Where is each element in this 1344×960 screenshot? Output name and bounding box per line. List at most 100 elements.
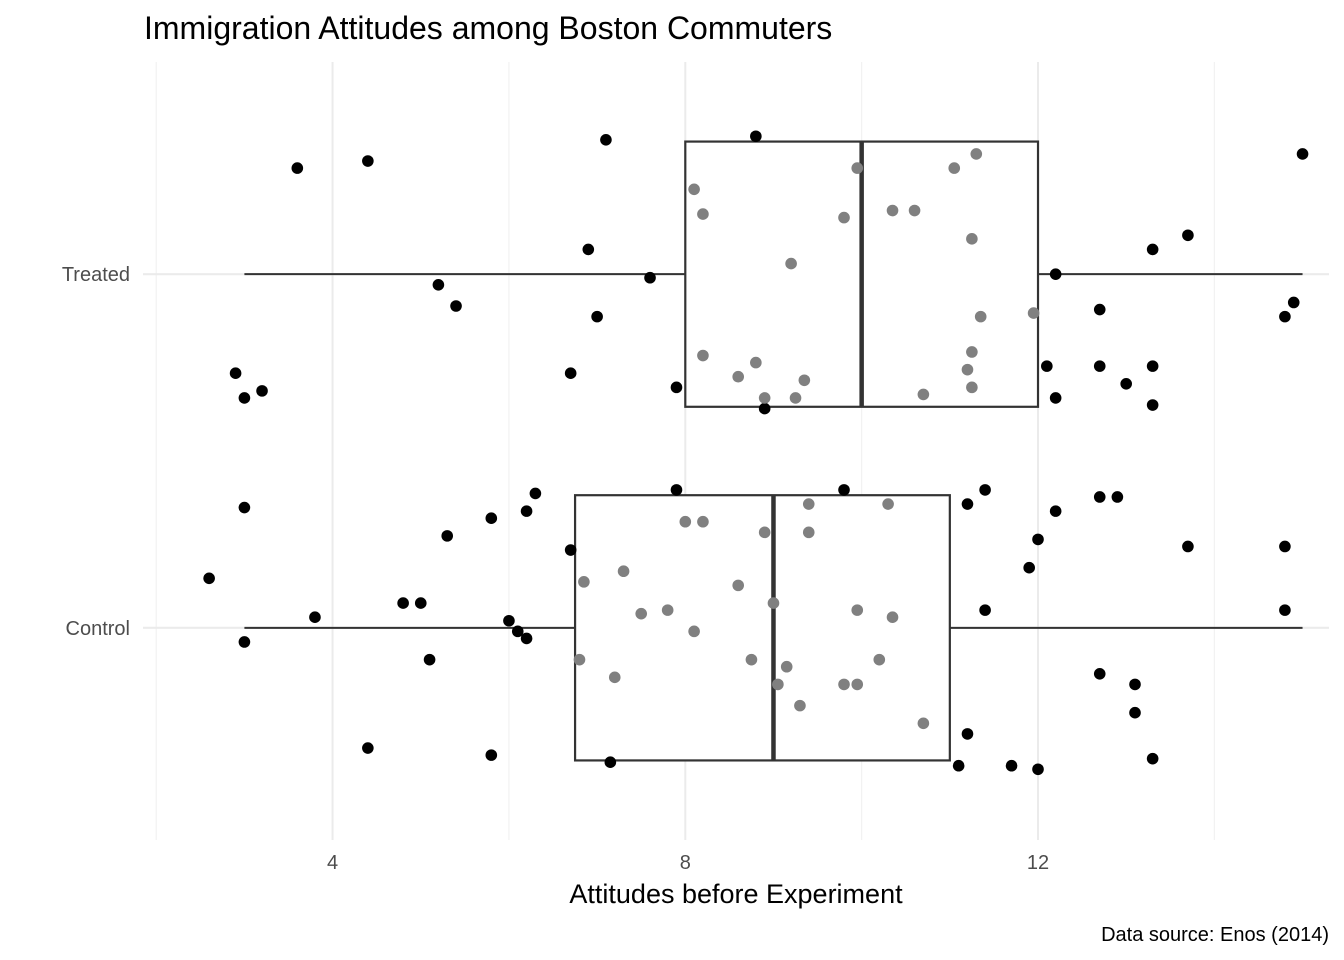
data-point bbox=[1032, 763, 1044, 776]
data-point bbox=[1049, 505, 1062, 517]
data-point bbox=[661, 604, 674, 616]
data-point bbox=[635, 607, 648, 620]
data-point bbox=[873, 653, 886, 666]
data-point bbox=[1120, 378, 1132, 390]
data-point bbox=[229, 367, 242, 380]
data-point bbox=[1182, 229, 1194, 242]
data-point bbox=[1093, 667, 1106, 680]
data-point bbox=[758, 392, 771, 404]
data-point bbox=[732, 370, 745, 383]
data-point bbox=[948, 162, 961, 174]
data-point bbox=[238, 392, 251, 404]
box-layer bbox=[244, 140, 1303, 762]
data-point bbox=[838, 678, 850, 691]
data-point bbox=[961, 498, 974, 510]
data-point bbox=[697, 208, 709, 220]
data-point bbox=[503, 614, 515, 627]
data-point bbox=[952, 759, 965, 772]
data-point bbox=[794, 699, 806, 712]
data-point bbox=[520, 505, 533, 517]
data-point bbox=[291, 162, 304, 174]
data-point bbox=[441, 530, 454, 542]
data-point bbox=[732, 579, 745, 592]
box-iqr bbox=[573, 494, 951, 762]
data-point bbox=[838, 484, 850, 496]
data-point bbox=[423, 653, 436, 666]
data-point bbox=[780, 660, 793, 673]
data-point bbox=[485, 512, 498, 524]
data-point bbox=[203, 572, 215, 585]
data-point bbox=[309, 611, 321, 624]
data-point bbox=[564, 367, 577, 380]
data-point bbox=[1049, 392, 1062, 404]
data-point bbox=[758, 402, 771, 415]
data-point bbox=[1093, 303, 1106, 316]
data-point bbox=[745, 653, 758, 666]
data-point bbox=[511, 625, 524, 638]
data-point bbox=[1023, 561, 1035, 574]
y-tick-label: Treated bbox=[62, 264, 130, 286]
data-point bbox=[1279, 310, 1291, 323]
data-point bbox=[1041, 360, 1053, 372]
data-point bbox=[961, 728, 974, 740]
data-point bbox=[520, 632, 533, 645]
tick-labels: 4 8 12 Control Treated bbox=[62, 264, 1049, 874]
data-point bbox=[908, 204, 921, 217]
data-point bbox=[578, 576, 590, 588]
data-point bbox=[966, 381, 978, 394]
data-point bbox=[582, 243, 595, 256]
data-point bbox=[238, 501, 251, 514]
data-point bbox=[966, 233, 978, 245]
data-point bbox=[851, 604, 864, 616]
x-axis-title: Attitudes before Experiment bbox=[569, 879, 903, 909]
data-point bbox=[414, 597, 427, 609]
data-point bbox=[838, 211, 850, 224]
x-tick-label: 12 bbox=[1027, 852, 1049, 874]
data-point bbox=[238, 636, 251, 648]
data-point bbox=[1287, 296, 1300, 309]
data-point bbox=[670, 484, 683, 496]
data-point bbox=[970, 148, 983, 160]
data-point bbox=[772, 678, 784, 691]
data-point bbox=[1279, 604, 1291, 616]
data-point bbox=[608, 671, 621, 684]
data-point bbox=[432, 278, 445, 291]
data-points bbox=[203, 130, 1309, 776]
data-point bbox=[1005, 759, 1018, 772]
data-point bbox=[604, 756, 617, 768]
data-point bbox=[789, 392, 802, 404]
data-point bbox=[688, 183, 700, 196]
data-point bbox=[750, 356, 762, 369]
data-point bbox=[1027, 307, 1040, 319]
data-point bbox=[886, 204, 899, 217]
data-point bbox=[485, 749, 498, 761]
data-point bbox=[1146, 399, 1159, 411]
data-point bbox=[979, 604, 991, 616]
data-point bbox=[362, 742, 374, 754]
data-point bbox=[1111, 491, 1124, 503]
data-point bbox=[882, 498, 894, 510]
data-point bbox=[966, 346, 978, 358]
data-point bbox=[974, 310, 987, 323]
data-point bbox=[362, 155, 374, 167]
data-point bbox=[644, 271, 656, 284]
data-point bbox=[591, 310, 603, 323]
data-point bbox=[767, 597, 780, 609]
data-point bbox=[1129, 706, 1141, 719]
data-point bbox=[670, 381, 683, 394]
data-point bbox=[802, 526, 815, 539]
data-point bbox=[529, 487, 542, 500]
data-point bbox=[697, 515, 709, 528]
data-point bbox=[802, 498, 815, 510]
data-point bbox=[979, 484, 991, 496]
data-point bbox=[1279, 540, 1291, 553]
data-point bbox=[256, 385, 268, 397]
data-point bbox=[564, 544, 577, 556]
data-point bbox=[1093, 491, 1106, 503]
x-tick-label: 4 bbox=[327, 852, 338, 874]
data-point bbox=[697, 349, 709, 362]
data-point bbox=[851, 678, 864, 691]
data-point bbox=[617, 565, 630, 578]
data-point bbox=[917, 388, 930, 401]
